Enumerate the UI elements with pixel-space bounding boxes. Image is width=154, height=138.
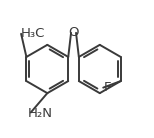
Text: H₃C: H₃C	[20, 27, 45, 40]
Text: O: O	[68, 26, 79, 39]
Text: F: F	[104, 81, 111, 94]
Text: H₂N: H₂N	[28, 107, 53, 120]
